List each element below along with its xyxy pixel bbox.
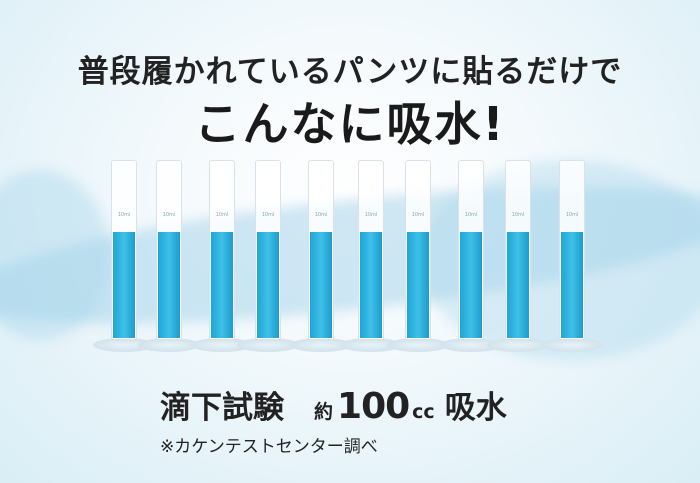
graduated-cylinder: 10ml [138, 160, 200, 352]
headline-line1: 普段履かれているパンツに貼るだけで [77, 54, 623, 90]
capacity-label: 10ml [565, 212, 579, 218]
headline-line2: こんなに吸水! [194, 97, 506, 151]
result-row: 滴下試験 約 100 cc 吸水 [160, 382, 507, 427]
cylinder-liquid [561, 232, 583, 338]
test-label: 滴下試験 [160, 390, 284, 426]
cylinder-liquid [113, 232, 135, 338]
cylinder-base [487, 338, 549, 352]
cylinder-liquid [460, 232, 482, 338]
graduated-cylinder: 10ml [237, 160, 299, 352]
capacity-label: 10ml [511, 212, 525, 218]
absorb-label: 吸水 [444, 390, 507, 426]
cylinder-liquid [507, 232, 529, 338]
capacity-label: 10ml [261, 212, 275, 218]
cylinder-base [541, 338, 603, 352]
cylinder-liquid [407, 232, 429, 338]
capacity-label: 10ml [314, 212, 328, 218]
water-splash [0, 170, 110, 340]
capacity-label: 10ml [215, 212, 229, 218]
capacity-label: 10ml [117, 212, 131, 218]
graduated-cylinder: 10ml [191, 160, 253, 352]
graduated-cylinder: 10ml [440, 160, 502, 352]
graduated-cylinder: 10ml [541, 160, 603, 352]
cylinder-liquid [257, 232, 279, 338]
capacity-label: 10ml [411, 212, 425, 218]
graduated-cylinder: 10ml [93, 160, 155, 352]
approx-label: 約 [314, 401, 334, 423]
graduated-cylinder: 10ml [387, 160, 449, 352]
capacity-label: 10ml [364, 212, 378, 218]
graduated-cylinder: 10ml [487, 160, 549, 352]
cylinder-liquid [211, 232, 233, 338]
capacity-label: 10ml [464, 212, 478, 218]
amount-value: 100 [337, 386, 410, 427]
cylinder-liquid [360, 232, 382, 338]
graduated-cylinder: 10ml [290, 160, 352, 352]
source-note: ※カケンテストセンター調べ [160, 437, 378, 457]
capacity-label: 10ml [162, 212, 176, 218]
amount-unit: cc [412, 401, 435, 423]
graduated-cylinder: 10ml [340, 160, 402, 352]
cylinder-liquid [310, 232, 332, 338]
cylinder-liquid [158, 232, 180, 338]
